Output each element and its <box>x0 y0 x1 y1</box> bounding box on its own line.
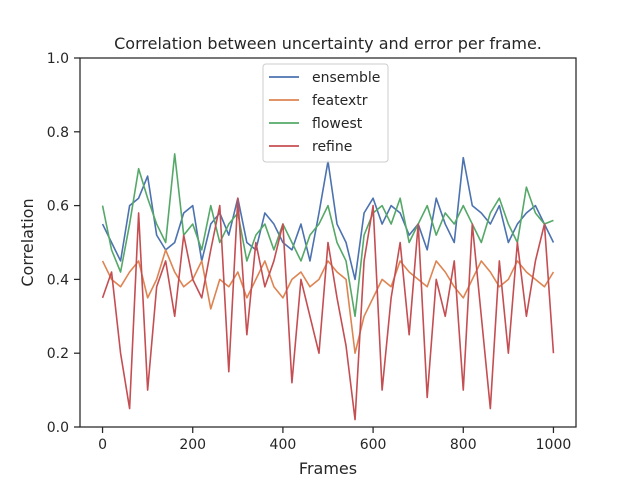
x-tick-label: 800 <box>450 437 477 453</box>
y-axis-label: Correlation <box>18 198 37 286</box>
series-line-refine <box>101 197 555 421</box>
x-tick-label: 1000 <box>536 437 572 453</box>
series-group <box>101 153 555 421</box>
y-tick-label: 0.0 <box>47 420 69 436</box>
y-tick-label: 0.8 <box>47 125 69 141</box>
y-tick-label: 0.6 <box>47 199 69 215</box>
plot-area <box>79 57 577 428</box>
x-axis-ticks: 0 200 400 600 800 1000 <box>98 427 571 453</box>
x-tick-label: 600 <box>360 437 387 453</box>
x-tick-label: 0 <box>98 437 107 453</box>
x-axis-label: Frames <box>299 459 357 478</box>
legend-label-featextr: featextr <box>312 93 368 109</box>
series-line-featextr <box>101 249 555 355</box>
x-tick-label: 400 <box>270 437 297 453</box>
axes-frame <box>79 57 577 428</box>
y-tick-label: 0.2 <box>47 346 69 362</box>
x-tick-label: 200 <box>179 437 206 453</box>
y-tick-label: 0.4 <box>47 272 69 288</box>
legend-label-ensemble: ensemble <box>312 70 380 86</box>
y-axis-ticks: 0.0 0.2 0.4 0.6 0.8 1.0 <box>47 51 80 436</box>
legend-label-flowest: flowest <box>312 116 363 132</box>
y-tick-label: 1.0 <box>47 51 69 67</box>
legend-label-refine: refine <box>312 139 352 155</box>
legend-box <box>262 63 389 163</box>
series-line-flowest <box>101 153 554 318</box>
chart-title: Correlation between uncertainty and erro… <box>114 34 542 53</box>
legend: ensemble featextr flowest refine <box>262 63 389 163</box>
